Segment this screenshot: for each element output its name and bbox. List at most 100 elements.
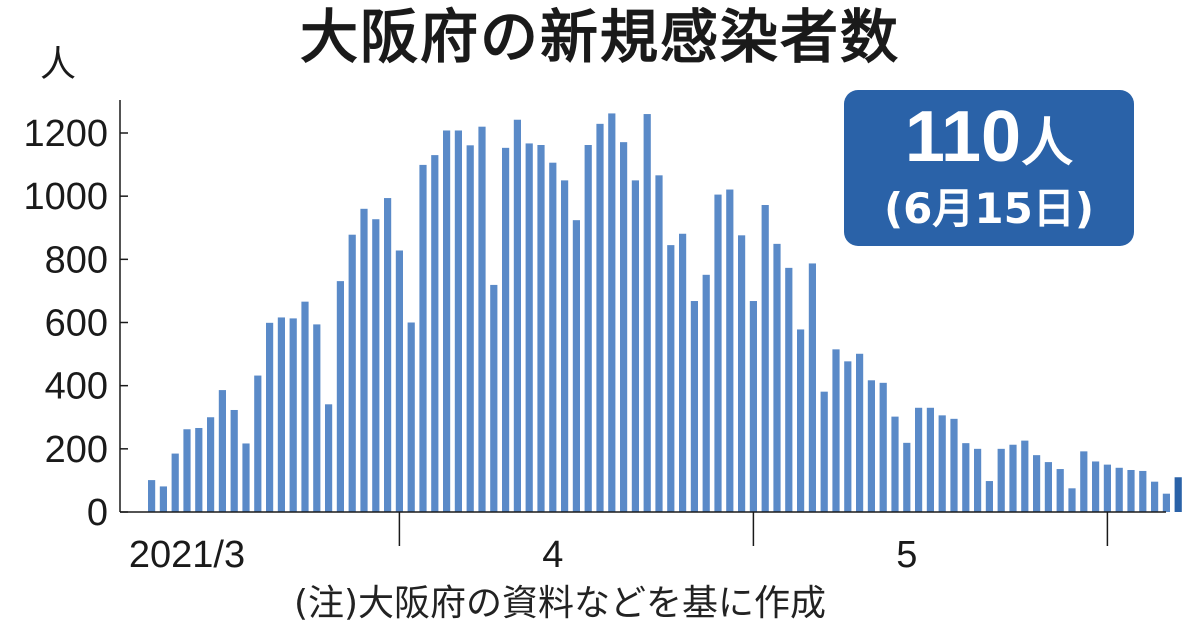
bar [1009,444,1017,512]
bar [596,123,604,513]
bar [325,404,333,512]
bar [148,480,156,512]
bar [395,250,403,513]
y-tick-label: 1200 [23,113,108,155]
bar [561,180,569,512]
bar [336,281,344,512]
x-tick-label: 2021/3 [129,534,245,576]
bar [773,243,781,513]
bar [620,142,628,512]
bar [266,322,274,512]
bar [1127,469,1135,512]
bar [702,274,710,512]
bar [1115,467,1123,512]
y-tick-label: 800 [45,239,108,281]
bar [608,113,616,512]
bar [867,380,875,512]
bar [667,245,675,512]
callout-unit: 人 [1021,114,1074,174]
bar [903,442,911,512]
bar [313,324,321,512]
bar [454,130,462,512]
bar [254,375,262,512]
bar [856,353,864,512]
bar [761,205,769,512]
bar [997,448,1005,512]
bar [879,382,887,512]
x-axis: 2021/3456 [120,511,1166,576]
y-tick-label: 0 [87,492,108,534]
bar [950,418,958,512]
bar [549,162,557,512]
bars [148,113,1182,513]
bar [785,267,793,512]
bar [502,147,510,512]
bar [525,143,533,513]
bar [844,361,852,512]
bar [1092,461,1100,512]
bar [360,208,368,513]
bar [808,263,816,512]
bar [218,390,226,512]
latest-value-callout: 110人 (6月15日) [844,90,1134,246]
bar [985,481,993,512]
bar [572,220,580,513]
bar [891,416,899,512]
bar [1056,469,1064,512]
bar [962,443,970,512]
bar [466,145,474,512]
bar [832,349,840,512]
callout-value: 110 [904,97,1022,177]
bar [584,145,592,513]
bar [230,409,238,512]
bar [419,164,427,512]
bar [1151,481,1159,512]
bar [679,233,687,512]
bar [1103,464,1111,512]
bar [183,429,191,512]
bar [443,130,451,512]
bar [1068,488,1076,512]
bar [926,407,934,512]
y-tick-label: 200 [45,429,108,471]
y-axis: 0 200 400 600 800 1000 1200 [23,100,128,534]
bar [407,322,415,512]
y-tick-label: 600 [45,303,108,345]
bar [431,155,439,512]
bar [643,114,651,513]
bar [1044,462,1052,512]
bar [513,119,521,513]
bar [690,301,698,512]
bar [478,126,486,512]
bar [631,180,639,512]
bar [749,301,757,512]
y-axis-unit-label: 人 [40,43,76,84]
source-note: (注)大阪府の資料などを基に作成 [293,583,827,624]
bar [655,175,663,513]
chart-title: 大阪府の新規感染者数 [299,3,900,71]
bar [277,317,285,512]
bar [159,486,167,512]
bar [372,219,380,512]
bar [974,448,982,512]
bar [348,234,356,512]
callout-value-line: 110人 [844,97,1134,177]
bar [537,145,545,513]
bar [289,318,297,512]
bar [1033,455,1041,512]
bar [1139,470,1147,512]
bar [915,407,923,512]
bar [195,427,203,512]
bar [820,391,828,512]
bar [714,194,722,512]
callout-date: (6月15日) [883,184,1095,233]
bar [938,415,946,512]
bar [384,198,392,513]
bar [301,301,309,512]
x-tick-label: 4 [542,534,563,576]
y-tick-label: 400 [45,366,108,408]
x-tick-label: 5 [896,534,917,576]
bar [1080,451,1088,512]
bar [1021,440,1029,512]
